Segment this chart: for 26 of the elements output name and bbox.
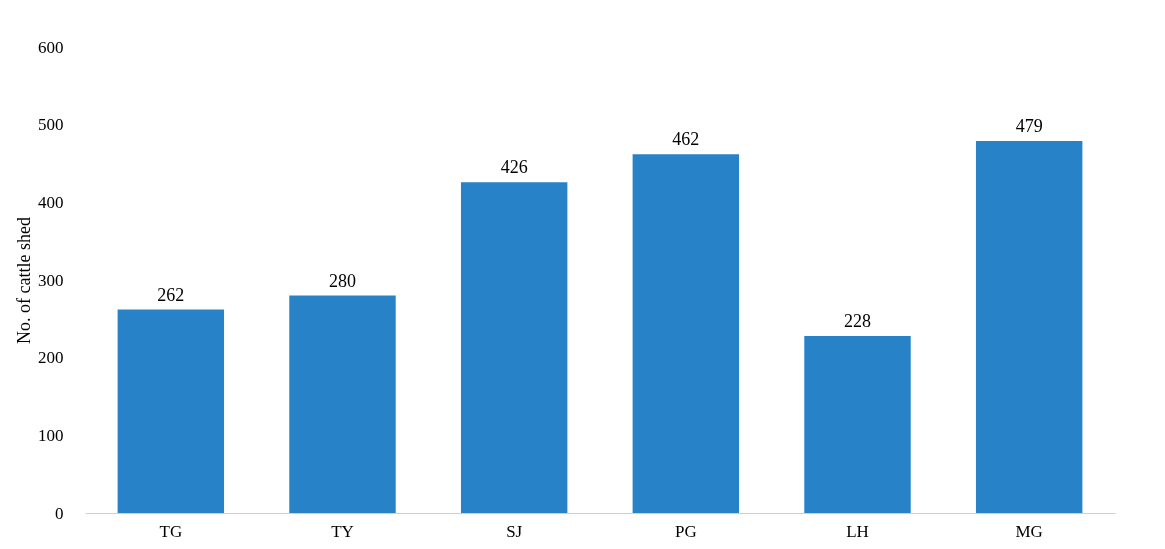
x-tick-label: MG bbox=[1015, 521, 1043, 541]
bar bbox=[289, 295, 396, 513]
y-tick-label: 400 bbox=[38, 192, 64, 212]
y-tick-label: 200 bbox=[38, 348, 64, 368]
y-tick-label: 0 bbox=[55, 503, 64, 523]
data-label: 426 bbox=[500, 157, 528, 178]
data-label: 280 bbox=[329, 270, 356, 291]
bar bbox=[804, 335, 911, 513]
y-axis-title: No. of cattle shed bbox=[14, 217, 34, 344]
bar bbox=[632, 154, 740, 513]
data-label: 228 bbox=[844, 310, 871, 331]
data-label: 462 bbox=[672, 129, 700, 150]
x-tick-label: TY bbox=[331, 521, 354, 541]
data-label: 479 bbox=[1015, 115, 1043, 136]
y-tick-label: 100 bbox=[38, 425, 64, 445]
x-tick-label: LH bbox=[846, 521, 869, 541]
y-tick-label: 300 bbox=[38, 270, 64, 290]
y-tick-label: 500 bbox=[38, 115, 64, 135]
x-tick-label: SJ bbox=[506, 521, 523, 541]
bar bbox=[975, 140, 1083, 513]
x-tick-label: PG bbox=[674, 521, 697, 541]
data-label: 262 bbox=[157, 284, 185, 305]
bar bbox=[460, 182, 568, 513]
bar bbox=[117, 309, 225, 513]
x-tick-label: TG bbox=[159, 521, 183, 541]
y-tick-label: 600 bbox=[38, 37, 64, 57]
